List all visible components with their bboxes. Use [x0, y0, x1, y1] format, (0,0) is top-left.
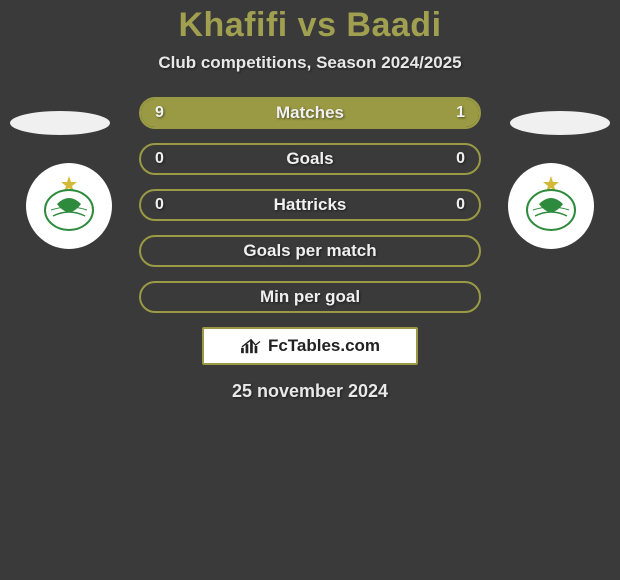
stat-row: Goals per match	[139, 235, 481, 267]
page-title: Khafifi vs Baadi	[0, 6, 620, 45]
infographic-container: Khafifi vs Baadi Club competitions, Seas…	[0, 0, 620, 580]
stat-value-left: 9	[141, 104, 201, 122]
stat-label: Min per goal	[201, 287, 419, 307]
attribution-text: FcTables.com	[268, 336, 380, 356]
club-badge-left	[26, 163, 112, 249]
comparison-area: 9Matches10Goals00Hattricks0Goals per mat…	[0, 97, 620, 313]
date-text: 25 november 2024	[0, 381, 620, 402]
stat-row: 0Goals0	[139, 143, 481, 175]
stat-value-left: 0	[141, 196, 201, 214]
attribution-badge: FcTables.com	[202, 327, 418, 365]
stat-value-right: 1	[419, 104, 479, 122]
bar-chart-icon	[240, 337, 262, 355]
stat-value-right: 0	[419, 196, 479, 214]
stat-value-left: 0	[141, 150, 201, 168]
country-flag-right	[510, 111, 610, 135]
club-crest-icon	[519, 174, 583, 238]
stat-row: Min per goal	[139, 281, 481, 313]
country-flag-left	[10, 111, 110, 135]
stat-rows: 9Matches10Goals00Hattricks0Goals per mat…	[139, 97, 481, 313]
stat-label: Matches	[201, 103, 419, 123]
club-crest-icon	[37, 174, 101, 238]
stat-label: Hattricks	[201, 195, 419, 215]
stat-row: 0Hattricks0	[139, 189, 481, 221]
club-badge-right	[508, 163, 594, 249]
stat-row: 9Matches1	[139, 97, 481, 129]
stat-label: Goals	[201, 149, 419, 169]
stat-value-right: 0	[419, 150, 479, 168]
stat-label: Goals per match	[201, 241, 419, 261]
subtitle: Club competitions, Season 2024/2025	[0, 53, 620, 73]
